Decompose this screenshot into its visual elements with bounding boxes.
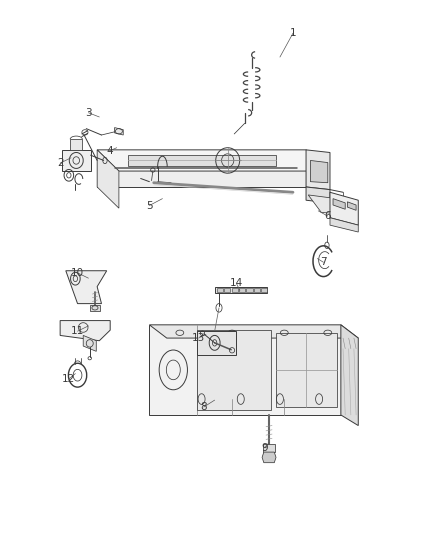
Polygon shape [60, 320, 110, 341]
Polygon shape [217, 288, 223, 292]
Polygon shape [97, 150, 306, 187]
Polygon shape [330, 192, 358, 225]
Polygon shape [333, 199, 345, 209]
Polygon shape [232, 288, 238, 292]
Polygon shape [306, 187, 330, 203]
Polygon shape [330, 217, 358, 232]
Polygon shape [261, 288, 267, 292]
Polygon shape [149, 325, 341, 415]
Polygon shape [83, 335, 96, 351]
Polygon shape [224, 288, 230, 292]
Polygon shape [149, 325, 358, 338]
Polygon shape [115, 127, 123, 135]
Polygon shape [127, 155, 276, 166]
Polygon shape [197, 330, 271, 410]
Text: 6: 6 [325, 211, 331, 221]
Polygon shape [306, 150, 330, 190]
Text: 1: 1 [290, 28, 296, 38]
Polygon shape [247, 288, 253, 292]
Polygon shape [276, 333, 336, 407]
Text: 4: 4 [106, 146, 113, 156]
Text: 13: 13 [192, 333, 205, 343]
Polygon shape [97, 150, 328, 171]
Polygon shape [215, 287, 267, 293]
Polygon shape [239, 288, 245, 292]
Text: 8: 8 [201, 402, 207, 412]
Text: 12: 12 [62, 374, 75, 384]
Text: 10: 10 [71, 268, 84, 278]
Text: 3: 3 [85, 108, 92, 118]
Polygon shape [62, 150, 91, 171]
Text: 11: 11 [71, 326, 84, 336]
Polygon shape [308, 195, 350, 215]
Polygon shape [66, 271, 107, 304]
Polygon shape [347, 202, 356, 211]
Text: 14: 14 [230, 278, 243, 288]
Polygon shape [311, 160, 328, 183]
Polygon shape [341, 325, 358, 425]
Polygon shape [197, 331, 237, 355]
Polygon shape [263, 444, 275, 452]
Polygon shape [254, 288, 260, 292]
Polygon shape [90, 305, 100, 311]
Polygon shape [70, 139, 82, 150]
Text: 7: 7 [320, 257, 327, 267]
Text: 2: 2 [57, 158, 64, 168]
Polygon shape [97, 150, 119, 208]
Polygon shape [262, 452, 276, 463]
Text: 5: 5 [146, 200, 153, 211]
Text: 9: 9 [261, 443, 268, 453]
